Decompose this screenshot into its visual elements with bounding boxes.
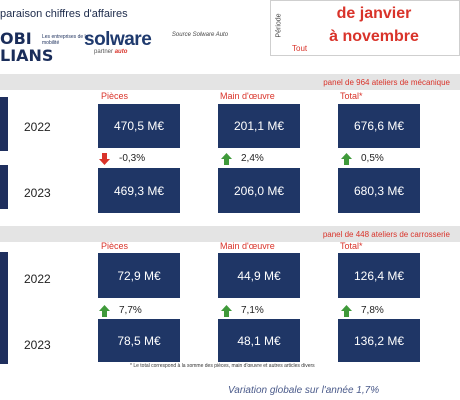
value-main-oeuvre: 44,9 M€ bbox=[218, 253, 300, 298]
panel-label-mecanique: panel de 964 ateliers de mécanique bbox=[323, 78, 450, 87]
solware-tagline-auto: auto bbox=[114, 49, 128, 55]
column-header-main-oeuvre: Main d'œuvre bbox=[220, 91, 275, 101]
period-label: Période bbox=[275, 13, 283, 38]
value-pieces: 469,3 M€ bbox=[98, 168, 180, 213]
period-selector[interactable] bbox=[270, 0, 460, 56]
year-label: 2023 bbox=[24, 186, 51, 200]
panel-label-carrosserie: panel de 448 ateliers de carrosserie bbox=[322, 230, 450, 239]
variation-pieces: 7,7% bbox=[119, 305, 142, 316]
variation-main-oeuvre: 2,4% bbox=[241, 153, 264, 164]
column-header-pieces: Pièces bbox=[101, 241, 129, 251]
arrow-down-icon bbox=[99, 152, 110, 170]
value-total: 680,3 M€ bbox=[338, 168, 420, 213]
arrow-up-icon bbox=[221, 304, 232, 322]
value-main-oeuvre: 206,0 M€ bbox=[218, 168, 300, 213]
value-main-oeuvre: 48,1 M€ bbox=[218, 319, 300, 362]
value-total: 676,6 M€ bbox=[338, 104, 420, 148]
period-start: de janvier bbox=[336, 5, 412, 22]
section-side-bar bbox=[0, 165, 8, 209]
footnote: * Le total correspond à la somme des piè… bbox=[130, 363, 315, 369]
section-side-bar bbox=[0, 97, 8, 151]
variation-total: 0,5% bbox=[361, 153, 384, 164]
arrow-up-icon bbox=[99, 304, 110, 322]
section-side-bar bbox=[0, 252, 8, 364]
period-filter-all[interactable]: Tout bbox=[292, 44, 308, 53]
period-end: à novembre bbox=[329, 28, 419, 45]
year-label: 2023 bbox=[24, 338, 51, 352]
global-variation: Variation globale sur l'année 1,7% bbox=[228, 385, 380, 396]
variation-total: 7,8% bbox=[361, 305, 384, 316]
year-label: 2022 bbox=[24, 120, 51, 134]
column-header-main-oeuvre: Main d'œuvre bbox=[220, 241, 275, 251]
report-title: paraison chiffres d'affaires bbox=[0, 8, 128, 20]
arrow-up-icon bbox=[221, 152, 232, 170]
value-total: 136,2 M€ bbox=[338, 319, 420, 362]
value-pieces: 78,5 M€ bbox=[98, 319, 180, 362]
mobilians-tagline: Les entreprises de la mobilité bbox=[42, 34, 89, 46]
column-header-total: Total* bbox=[340, 91, 363, 101]
variation-main-oeuvre: 7,1% bbox=[241, 305, 264, 316]
panel-bar-mecanique bbox=[0, 74, 460, 90]
arrow-up-icon bbox=[341, 152, 352, 170]
solware-tagline: partner auto bbox=[94, 49, 127, 55]
column-header-pieces: Pièces bbox=[101, 91, 129, 101]
solware-tagline-partner: partner bbox=[94, 49, 114, 55]
column-header-total: Total* bbox=[340, 241, 363, 251]
value-main-oeuvre: 201,1 M€ bbox=[218, 104, 300, 148]
period-value[interactable]: de janvier à novembre bbox=[290, 2, 458, 48]
source-note: Source Solware Auto bbox=[171, 32, 229, 38]
arrow-up-icon bbox=[341, 304, 352, 322]
solware-logo: solware bbox=[84, 29, 152, 50]
year-label: 2022 bbox=[24, 272, 51, 286]
value-pieces: 470,5 M€ bbox=[98, 104, 180, 148]
variation-pieces: -0,3% bbox=[119, 153, 146, 164]
value-total: 126,4 M€ bbox=[338, 253, 420, 298]
mobilians-logo: OBI LIANS bbox=[0, 29, 54, 65]
panel-bar-carrosserie bbox=[0, 226, 460, 242]
value-pieces: 72,9 M€ bbox=[98, 253, 180, 298]
